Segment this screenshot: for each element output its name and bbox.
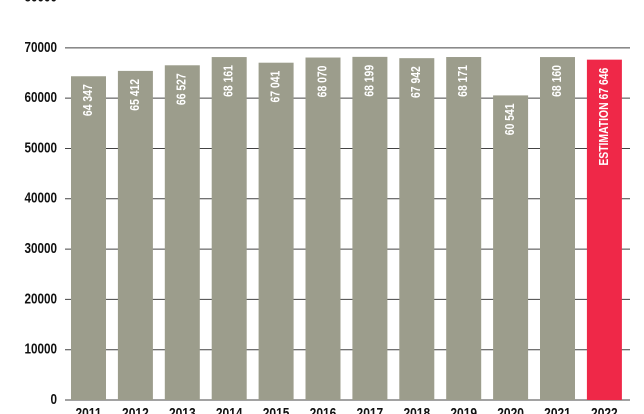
value-label: 68 161 xyxy=(222,65,236,97)
x-tick-label: 2021 xyxy=(544,405,571,414)
bar xyxy=(399,58,435,401)
bar xyxy=(493,95,529,401)
y-tick-label: 80000 xyxy=(24,0,57,5)
y-tick-label: 50000 xyxy=(24,139,57,156)
bar xyxy=(117,70,153,400)
x-tick-label: 2017 xyxy=(357,405,384,414)
bar xyxy=(211,57,247,400)
value-label: 68 160 xyxy=(550,65,564,97)
value-label: 67 041 xyxy=(268,70,282,102)
bar xyxy=(586,59,622,400)
value-label: 64 347 xyxy=(81,84,95,116)
x-tick-label: 2012 xyxy=(122,405,149,414)
x-tick-label: 2015 xyxy=(263,405,290,414)
y-tick-label: 60000 xyxy=(24,89,57,106)
bar xyxy=(71,76,106,401)
value-label: 68 171 xyxy=(456,65,470,97)
y-tick-label: 70000 xyxy=(24,38,57,55)
x-tick-label: 2022 xyxy=(591,405,618,414)
x-tick-label: 2011 xyxy=(75,405,101,414)
y-tick-label: 30000 xyxy=(24,240,57,257)
value-label: 60 541 xyxy=(503,103,517,135)
bar xyxy=(305,57,341,400)
x-tick-label: 2016 xyxy=(310,405,337,414)
bar xyxy=(540,57,575,400)
value-label: ESTIMATION 67 646 xyxy=(597,67,611,165)
y-tick-label: 20000 xyxy=(24,290,57,307)
value-label: 65 412 xyxy=(128,79,142,111)
bar xyxy=(352,56,388,400)
x-tick-label: 2020 xyxy=(497,405,524,414)
bar xyxy=(258,62,294,400)
x-tick-label: 2014 xyxy=(216,405,243,414)
value-label: 68 070 xyxy=(315,65,329,97)
bar xyxy=(164,65,200,400)
value-label: 66 527 xyxy=(175,73,189,105)
x-tick-label: 2019 xyxy=(450,405,477,414)
value-label: 67 942 xyxy=(409,66,423,98)
value-label: 68 199 xyxy=(362,64,376,96)
x-tick-label: 2018 xyxy=(403,405,430,414)
y-tick-label: 0 xyxy=(50,391,57,408)
bar xyxy=(446,57,482,401)
y-tick-label: 10000 xyxy=(24,340,57,357)
x-tick-label: 2013 xyxy=(169,405,196,414)
y-tick-label: 40000 xyxy=(24,189,57,206)
